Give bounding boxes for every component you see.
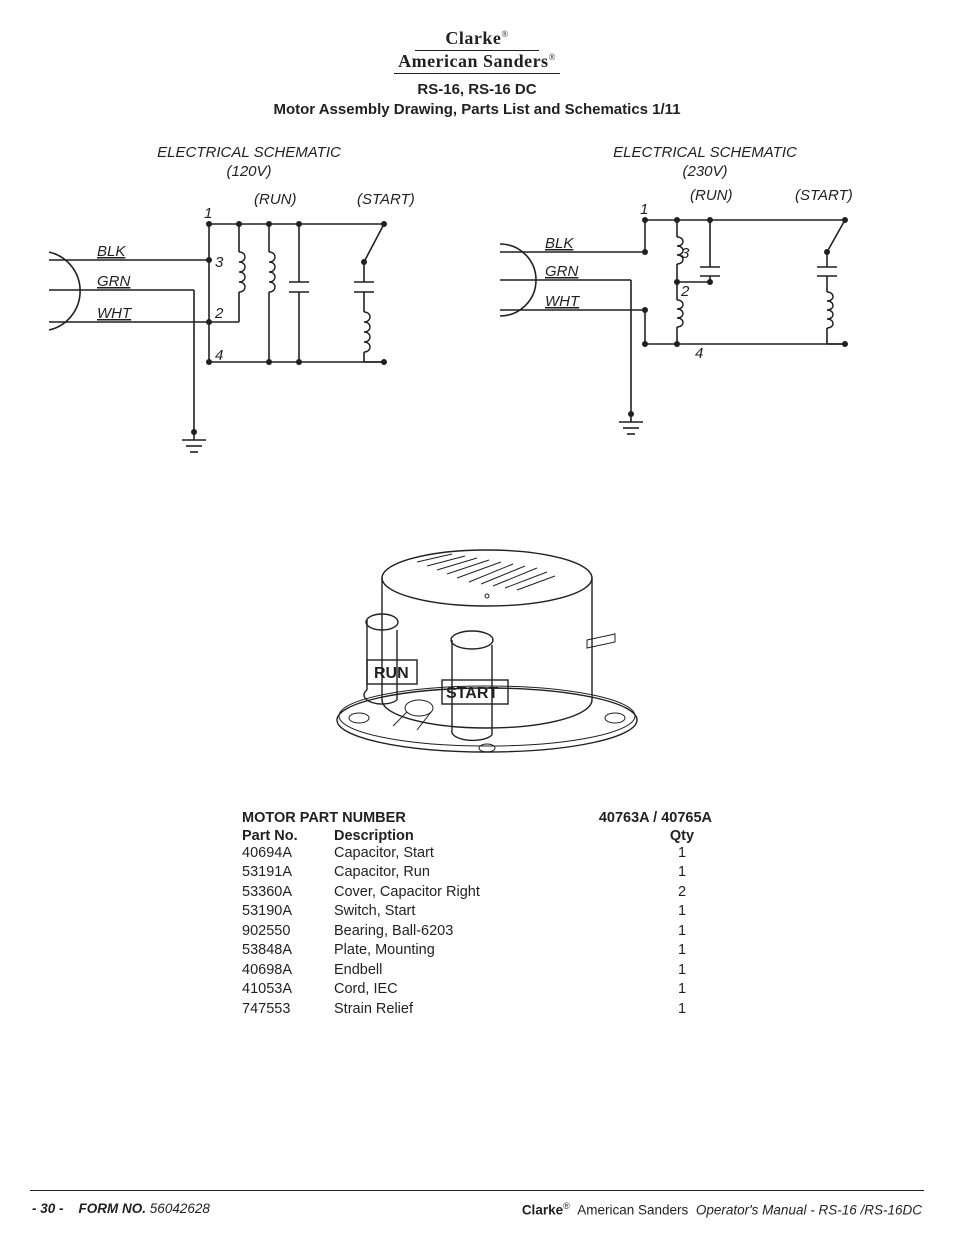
schematic-230v-svg: (RUN) (START) 1 BLK GRN WHT 3 (495, 182, 915, 472)
parts-heading: MOTOR PART NUMBER 40763A / 40765A (242, 810, 712, 826)
parts-heading-right: 40763A / 40765A (599, 810, 712, 826)
table-row: 40698AEndbell1 (242, 961, 712, 981)
schem-title-1: ELECTRICAL SCHEMATIC (157, 144, 341, 161)
registered-icon: ® (501, 29, 508, 39)
col-description: Description (334, 828, 652, 844)
num-1: 1 (204, 205, 212, 222)
brand-line-2: American Sanders® (394, 51, 560, 74)
table-row: 53360ACover, Capacitor Right2 (242, 883, 712, 903)
footer-left: - 30 - FORM NO. 56042628 (32, 1201, 210, 1218)
page-title: RS-16, RS-16 DC Motor Assembly Drawing, … (30, 80, 924, 121)
wire-grn: GRN (97, 273, 131, 290)
subtitle-line: Motor Assembly Drawing, Parts List and S… (30, 100, 924, 120)
schematic-230v: ELECTRICAL SCHEMATIC (230V) (RUN) (START… (490, 143, 920, 472)
schematic-120v: ELECTRICAL SCHEMATIC (120V) (RUN) (START… (34, 143, 464, 472)
wire-wht: WHT (97, 305, 133, 322)
cell-desc: Cord, IEC (334, 980, 652, 1000)
footer-page: - 30 - (32, 1201, 64, 1216)
table-row: 902550Bearing, Ball-62031 (242, 922, 712, 942)
table-row: 53190ASwitch, Start1 (242, 902, 712, 922)
parts-list: MOTOR PART NUMBER 40763A / 40765A Part N… (242, 810, 712, 1020)
schem-title-2: (120V) (226, 163, 271, 180)
cell-pn: 53191A (242, 863, 334, 883)
num-4: 4 (695, 345, 703, 362)
num-1: 1 (640, 201, 648, 218)
cell-pn: 53360A (242, 883, 334, 903)
num-3: 3 (215, 254, 224, 271)
schematic-120v-svg: (RUN) (START) 1 3 BLK GRN (39, 182, 459, 472)
motor-start-label: START (446, 685, 498, 702)
brand-clarke: Clarke (445, 28, 501, 48)
wire-grn: GRN (545, 263, 579, 280)
num-2: 2 (680, 283, 690, 300)
wire-wht: WHT (545, 293, 581, 310)
schem-title-1: ELECTRICAL SCHEMATIC (613, 144, 797, 161)
schematics-row: ELECTRICAL SCHEMATIC (120V) (RUN) (START… (30, 143, 924, 472)
start-label: (START) (357, 191, 415, 208)
motor-run-label: RUN (374, 665, 409, 682)
cell-desc: Switch, Start (334, 902, 652, 922)
registered-icon: ® (563, 1201, 570, 1211)
schematic-120v-title: ELECTRICAL SCHEMATIC (120V) (34, 143, 464, 182)
cell-qty: 1 (652, 961, 712, 981)
cell-qty: 1 (652, 844, 712, 864)
cell-pn: 40694A (242, 844, 334, 864)
parts-columns: Part No. Description Qty (242, 828, 712, 844)
wire-blk: BLK (97, 243, 126, 260)
footer-manual: Operator's Manual - RS-16 /RS-16DC (696, 1202, 922, 1217)
cell-desc: Bearing, Ball-6203 (334, 922, 652, 942)
col-qty: Qty (652, 828, 712, 844)
table-row: 747553Strain Relief1 (242, 1000, 712, 1020)
motor-svg: RUN START (287, 490, 667, 770)
num-2: 2 (214, 305, 224, 322)
cell-pn: 747553 (242, 1000, 334, 1020)
brand-american-sanders: American Sanders (398, 51, 549, 71)
cell-pn: 41053A (242, 980, 334, 1000)
cell-pn: 902550 (242, 922, 334, 942)
registered-icon: ® (549, 52, 556, 62)
footer-form-label: FORM NO. (79, 1201, 147, 1216)
cell-qty: 2 (652, 883, 712, 903)
cell-pn: 53848A (242, 941, 334, 961)
cell-desc: Plate, Mounting (334, 941, 652, 961)
cell-desc: Capacitor, Run (334, 863, 652, 883)
cell-desc: Capacitor, Start (334, 844, 652, 864)
cell-desc: Endbell (334, 961, 652, 981)
run-label: (RUN) (690, 187, 733, 204)
cell-qty: 1 (652, 980, 712, 1000)
motor-drawing: RUN START (30, 490, 924, 770)
page: Clarke® American Sanders® RS-16, RS-16 D… (0, 0, 954, 1235)
wire-blk: BLK (545, 235, 574, 252)
cell-qty: 1 (652, 922, 712, 942)
footer-right: Clarke® American Sanders Operator's Manu… (522, 1201, 922, 1218)
cell-qty: 1 (652, 941, 712, 961)
cell-pn: 53190A (242, 902, 334, 922)
brand-header: Clarke® American Sanders® (30, 28, 924, 74)
brand-line-1: Clarke® (415, 28, 538, 51)
table-row: 40694ACapacitor, Start1 (242, 844, 712, 864)
run-label: (RUN) (254, 191, 297, 208)
parts-heading-left: MOTOR PART NUMBER (242, 810, 406, 826)
model-line: RS-16, RS-16 DC (30, 80, 924, 100)
footer-brand1: Clarke (522, 1202, 563, 1217)
table-row: 41053ACord, IEC1 (242, 980, 712, 1000)
table-row: 53191ACapacitor, Run1 (242, 863, 712, 883)
cell-desc: Strain Relief (334, 1000, 652, 1020)
cell-pn: 40698A (242, 961, 334, 981)
footer: - 30 - FORM NO. 56042628 Clarke® America… (30, 1191, 924, 1235)
col-part-no: Part No. (242, 828, 334, 844)
cell-qty: 1 (652, 1000, 712, 1020)
start-label: (START) (795, 187, 853, 204)
cell-qty: 1 (652, 902, 712, 922)
table-row: 53848APlate, Mounting1 (242, 941, 712, 961)
cell-desc: Cover, Capacitor Right (334, 883, 652, 903)
schematic-230v-title: ELECTRICAL SCHEMATIC (230V) (490, 143, 920, 182)
schem-title-2: (230V) (682, 163, 727, 180)
cell-qty: 1 (652, 863, 712, 883)
footer-form-no: 56042628 (150, 1201, 210, 1216)
footer-brand2: American Sanders (577, 1202, 688, 1217)
